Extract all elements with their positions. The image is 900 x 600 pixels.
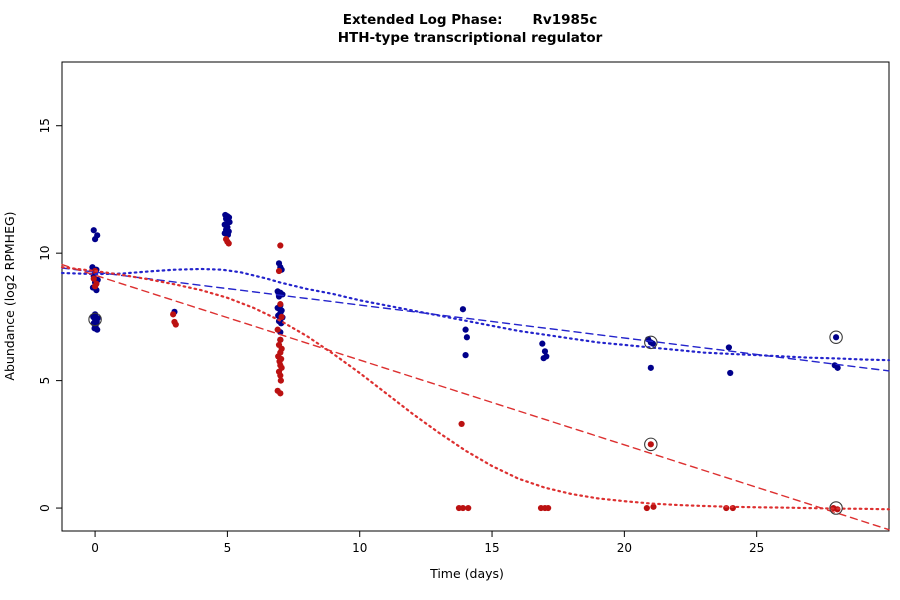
chart-subtitle: HTH-type transcriptional regulator — [338, 30, 603, 46]
data-point — [277, 336, 284, 343]
data-point — [649, 340, 657, 347]
data-point — [647, 364, 654, 371]
series-blue-condition — [89, 211, 841, 377]
data-point — [275, 267, 283, 275]
highlight-ring — [829, 330, 843, 345]
y-tick-label: 15 — [38, 118, 52, 133]
plot-area: 0 5 10 15 20 25 0 5 10 15 — [38, 61, 891, 555]
data-point — [225, 240, 232, 247]
data-point — [277, 372, 284, 379]
x-tick-label: 10 — [352, 541, 367, 555]
trend-line-blue-linear-fit — [61, 267, 890, 372]
data-point — [274, 326, 281, 333]
data-point — [172, 321, 179, 328]
x-tick-label: 25 — [749, 541, 764, 555]
trend-line-red-smooth-fit — [60, 266, 891, 511]
data-point — [465, 504, 472, 512]
data-point — [832, 334, 840, 341]
x-axis-label: Time (days) — [429, 566, 504, 581]
data-point — [91, 236, 99, 243]
data-point — [727, 369, 734, 377]
data-point — [725, 344, 732, 351]
data-point — [458, 420, 465, 428]
chart-title-gene: Rv1985c — [533, 12, 598, 28]
x-tick-label: 20 — [617, 541, 632, 555]
highlight-ring — [88, 312, 102, 327]
data-point — [91, 283, 99, 290]
data-point — [462, 326, 469, 333]
data-point — [277, 390, 284, 397]
y-axis-label: Abundance (log2 RPMHEG) — [2, 211, 17, 380]
y-tick-label: 5 — [38, 377, 52, 385]
data-point — [277, 377, 284, 384]
data-point — [541, 348, 549, 355]
y-tick-label: 10 — [38, 246, 52, 261]
data-point — [462, 352, 469, 359]
data-point — [277, 242, 284, 249]
trend-line-blue-smooth-fit — [60, 267, 891, 362]
plot-box — [61, 61, 890, 532]
data-point — [90, 275, 97, 282]
y-axis: 0 5 10 15 — [38, 118, 62, 512]
highlight-ring — [644, 437, 658, 452]
data-point — [226, 218, 233, 226]
highlighted-points — [88, 312, 843, 515]
data-point — [459, 504, 467, 512]
data-point — [463, 334, 470, 341]
data-point — [539, 340, 546, 347]
data-point — [834, 364, 841, 371]
data-point — [90, 227, 97, 234]
data-point — [647, 441, 654, 448]
data-point — [643, 504, 650, 512]
x-tick-label: 5 — [224, 541, 232, 555]
data-point — [277, 301, 284, 308]
highlight-ring — [644, 335, 658, 350]
series-red-condition — [90, 236, 841, 513]
y-tick-label: 0 — [38, 504, 52, 512]
x-tick-label: 0 — [91, 541, 99, 555]
x-tick-label: 15 — [484, 541, 499, 555]
data-point — [278, 313, 285, 320]
data-point — [170, 311, 177, 318]
highlight-ring — [829, 501, 843, 515]
data-point — [94, 326, 101, 333]
chart-title: Extended Log Phase: Rv1985c — [343, 12, 598, 28]
data-point — [459, 306, 467, 313]
chart-title-left: Extended Log Phase: — [343, 12, 503, 28]
x-axis: 0 5 10 15 20 25 — [91, 531, 764, 555]
trend-line-red-linear-fit — [61, 263, 890, 531]
data-point — [545, 504, 552, 512]
data-point — [540, 355, 547, 362]
data-point — [650, 503, 657, 510]
